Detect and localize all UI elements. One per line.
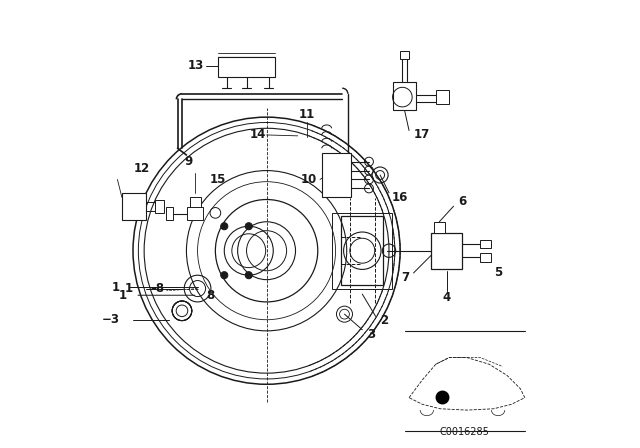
Bar [218,57,275,77]
Circle shape [221,223,228,230]
Bar [394,82,416,111]
Circle shape [245,271,252,279]
Text: 10: 10 [301,173,317,186]
Text: 3: 3 [367,327,375,340]
Bar [322,153,351,197]
Bar [400,51,409,59]
Text: 11: 11 [298,108,315,121]
Text: C0016285: C0016285 [440,426,490,437]
Bar [341,216,383,285]
Bar [188,207,204,220]
Text: 15: 15 [209,173,226,186]
Bar [156,199,164,213]
Text: 2: 2 [380,314,388,327]
Text: 1: 1 [125,282,132,295]
Bar [332,213,392,289]
Text: 8: 8 [207,289,214,302]
Text: 9: 9 [184,155,193,168]
Text: 12: 12 [134,162,150,175]
Bar [190,197,201,208]
Text: 5: 5 [494,267,502,280]
Text: 17: 17 [413,129,429,142]
Text: 7: 7 [401,271,409,284]
Bar [480,253,492,262]
Bar [433,222,445,233]
Text: −3: −3 [102,313,120,326]
Circle shape [221,271,228,279]
Bar [122,193,147,220]
Circle shape [245,223,252,230]
Text: 1: 1 [118,289,126,302]
Text: 16: 16 [391,191,408,204]
Text: 1: 1 [111,281,120,294]
Bar [431,233,463,268]
Bar [166,207,173,220]
Text: 6: 6 [458,195,467,208]
Bar [480,240,492,249]
Bar [436,90,449,104]
Text: –8: –8 [150,282,164,295]
Text: 13: 13 [188,60,204,73]
Text: 14: 14 [250,129,266,142]
Text: 4: 4 [443,291,451,304]
